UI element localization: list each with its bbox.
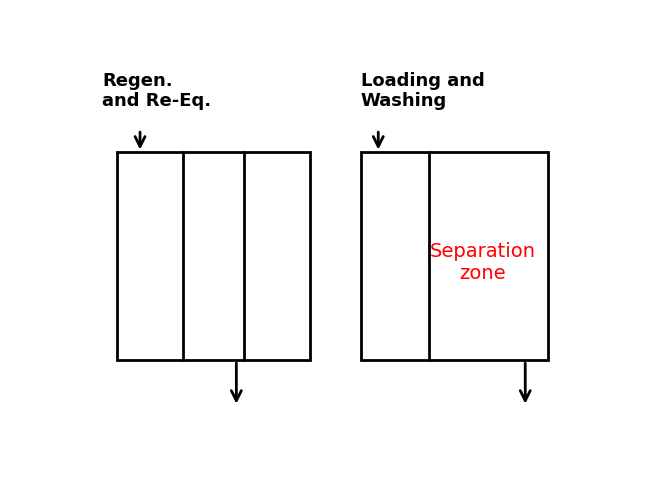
Bar xyxy=(360,152,548,360)
Bar xyxy=(117,152,310,360)
Text: Loading and
Washing: Loading and Washing xyxy=(360,72,484,110)
Text: Separation
zone: Separation zone xyxy=(430,242,536,283)
Text: Regen.
and Re-Eq.: Regen. and Re-Eq. xyxy=(102,72,211,110)
